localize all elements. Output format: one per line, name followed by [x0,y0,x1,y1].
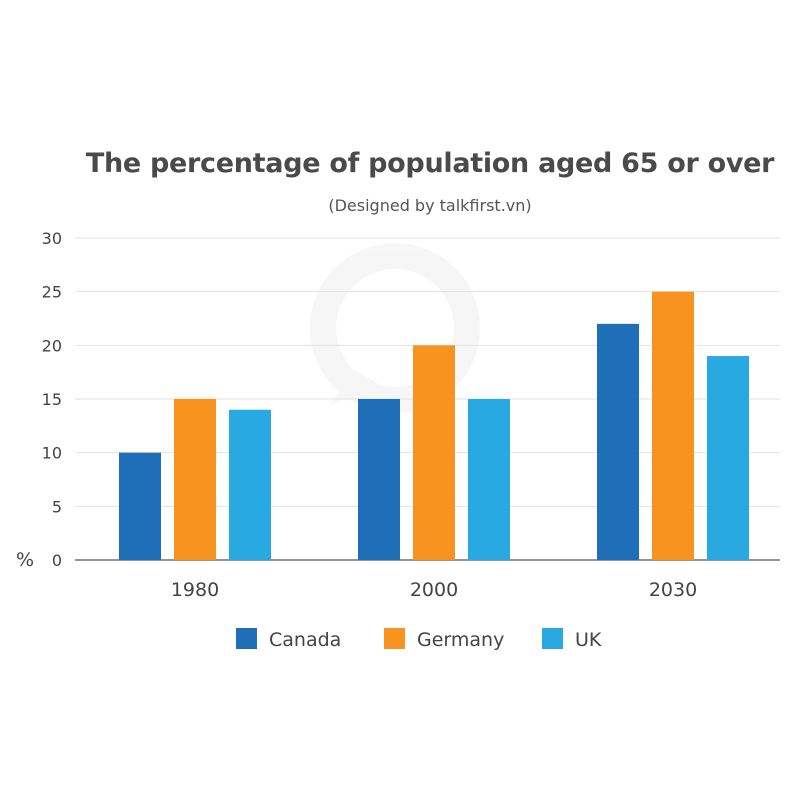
chart-title: The percentage of population aged 65 or … [85,148,775,179]
legend-label-canada: Canada [269,629,341,651]
bar-germany-2000 [413,345,455,560]
y-tick-label: 0 [52,551,62,570]
y-tick-label: 15 [42,390,62,409]
y-tick-label: 25 [42,283,62,302]
y-axis-label: % [16,549,34,571]
legend-swatch-germany [384,628,405,649]
bar-uk-1980 [229,409,271,560]
x-tick-label: 2030 [649,579,697,601]
bar-canada-1980 [119,452,161,560]
bar-germany-1980 [174,399,216,560]
bar-canada-2030 [597,323,639,560]
x-tick-label: 1980 [171,579,219,601]
bar-canada-2000 [358,399,400,560]
x-tick-label: 2000 [410,579,458,601]
legend-swatch-canada [236,628,257,649]
legend-label-germany: Germany [417,629,504,651]
legend-label-uk: UK [575,629,602,651]
y-tick-label: 30 [42,229,62,248]
y-tick-label: 20 [42,336,62,355]
chart-subtitle: (Designed by talkfirst.vn) [328,196,532,215]
bar-uk-2030 [707,356,749,560]
y-tick-label: 5 [52,497,62,516]
bar-germany-2030 [652,291,694,560]
bar-uk-2000 [468,399,510,560]
y-tick-label: 10 [42,444,62,463]
legend-swatch-uk [542,628,563,649]
